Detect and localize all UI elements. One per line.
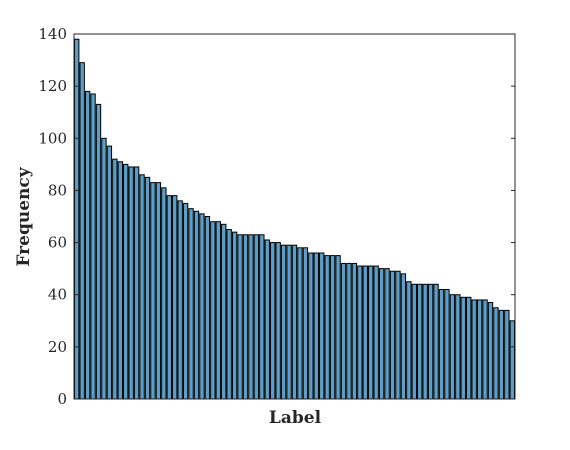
bar-69 — [444, 289, 450, 400]
bar-50 — [340, 262, 347, 400]
bar-60 — [395, 270, 401, 400]
bar-2 — [79, 62, 85, 400]
bar-47 — [324, 255, 330, 400]
axes-group — [73, 33, 516, 400]
bar-51 — [346, 262, 352, 400]
bar-9 — [117, 161, 123, 400]
bar-54 — [362, 265, 368, 400]
bar-75 — [476, 299, 483, 400]
x-axis-label: Label — [269, 408, 322, 428]
y-tick-label-80: 80 — [48, 181, 67, 199]
bar-81 — [509, 320, 515, 400]
bar-40 — [286, 244, 292, 400]
bar-11 — [128, 166, 134, 400]
bar-27 — [215, 221, 221, 400]
bar-16 — [155, 182, 162, 400]
bar-48 — [329, 255, 336, 400]
bar-18 — [166, 195, 172, 400]
bar-10 — [123, 163, 129, 400]
bar-39 — [280, 244, 287, 400]
bar-14 — [144, 176, 151, 400]
y-tick-label-40: 40 — [48, 286, 67, 304]
bar-26 — [210, 221, 216, 400]
bar-76 — [482, 299, 488, 400]
bar-12 — [133, 166, 140, 400]
bar-13 — [139, 174, 145, 400]
bar-17 — [161, 187, 167, 400]
bar-70 — [449, 294, 456, 400]
bar-73 — [466, 296, 472, 400]
bar-77 — [487, 302, 494, 400]
bar-66 — [427, 283, 434, 400]
bar-31 — [237, 234, 243, 400]
bar-63 — [411, 283, 417, 400]
bar-24 — [199, 213, 205, 400]
bar-23 — [193, 210, 200, 400]
bar-42 — [297, 247, 303, 400]
bar-28 — [221, 223, 227, 400]
bar-36 — [264, 239, 270, 400]
y-tick-label-60: 60 — [48, 234, 67, 252]
bar-41 — [291, 244, 298, 400]
bar-59 — [389, 270, 396, 400]
bar-80 — [504, 309, 510, 400]
bar-29 — [226, 229, 232, 400]
bar-4 — [90, 93, 96, 400]
bar-79 — [498, 309, 505, 400]
bar-21 — [182, 202, 189, 400]
bar-35 — [259, 234, 265, 400]
bar-58 — [384, 268, 390, 400]
bar-78 — [493, 307, 499, 400]
bar-30 — [231, 231, 238, 400]
bar-61 — [400, 273, 407, 400]
bar-5 — [95, 103, 102, 400]
bar-65 — [422, 283, 428, 400]
bar-55 — [368, 265, 374, 400]
bar-38 — [275, 242, 281, 400]
bar-67 — [433, 283, 439, 400]
bar-72 — [460, 296, 466, 400]
bar-25 — [204, 216, 211, 400]
y-tick-label-0: 0 — [57, 390, 67, 408]
y-axis-label: Frequency — [14, 166, 34, 266]
bar-45 — [313, 252, 319, 400]
bar-7 — [106, 145, 113, 400]
bar-8 — [112, 158, 118, 400]
bar-71 — [455, 294, 461, 400]
bar-57 — [378, 268, 385, 400]
bar-49 — [335, 255, 341, 400]
bar-3 — [84, 90, 91, 400]
bar-1 — [74, 38, 80, 400]
bar-20 — [177, 200, 183, 400]
bar-6 — [101, 137, 107, 400]
y-tick-label-100: 100 — [38, 129, 67, 147]
bar-37 — [270, 242, 276, 400]
bar-43 — [302, 247, 309, 400]
bar-62 — [406, 281, 412, 400]
bar-52 — [351, 262, 358, 400]
bar-15 — [150, 182, 156, 400]
bar-19 — [172, 195, 178, 400]
plot-frame — [73, 33, 516, 400]
bars-group — [74, 38, 515, 400]
bar-32 — [242, 234, 249, 400]
y-tick-label-120: 120 — [38, 77, 67, 95]
bar-46 — [319, 252, 325, 400]
bar-34 — [253, 234, 260, 400]
bar-74 — [471, 299, 477, 400]
bar-53 — [357, 265, 363, 400]
bar-56 — [373, 265, 379, 400]
y-tick-label-20: 20 — [48, 338, 67, 356]
bar-22 — [188, 208, 194, 400]
bar-68 — [438, 289, 445, 400]
y-tick-label-140: 140 — [38, 25, 67, 43]
y-ticks-group: 0 20 40 60 80 100 120 140 — [38, 25, 515, 408]
bar-64 — [417, 283, 423, 400]
bar-44 — [308, 252, 314, 400]
bar-33 — [248, 234, 254, 400]
